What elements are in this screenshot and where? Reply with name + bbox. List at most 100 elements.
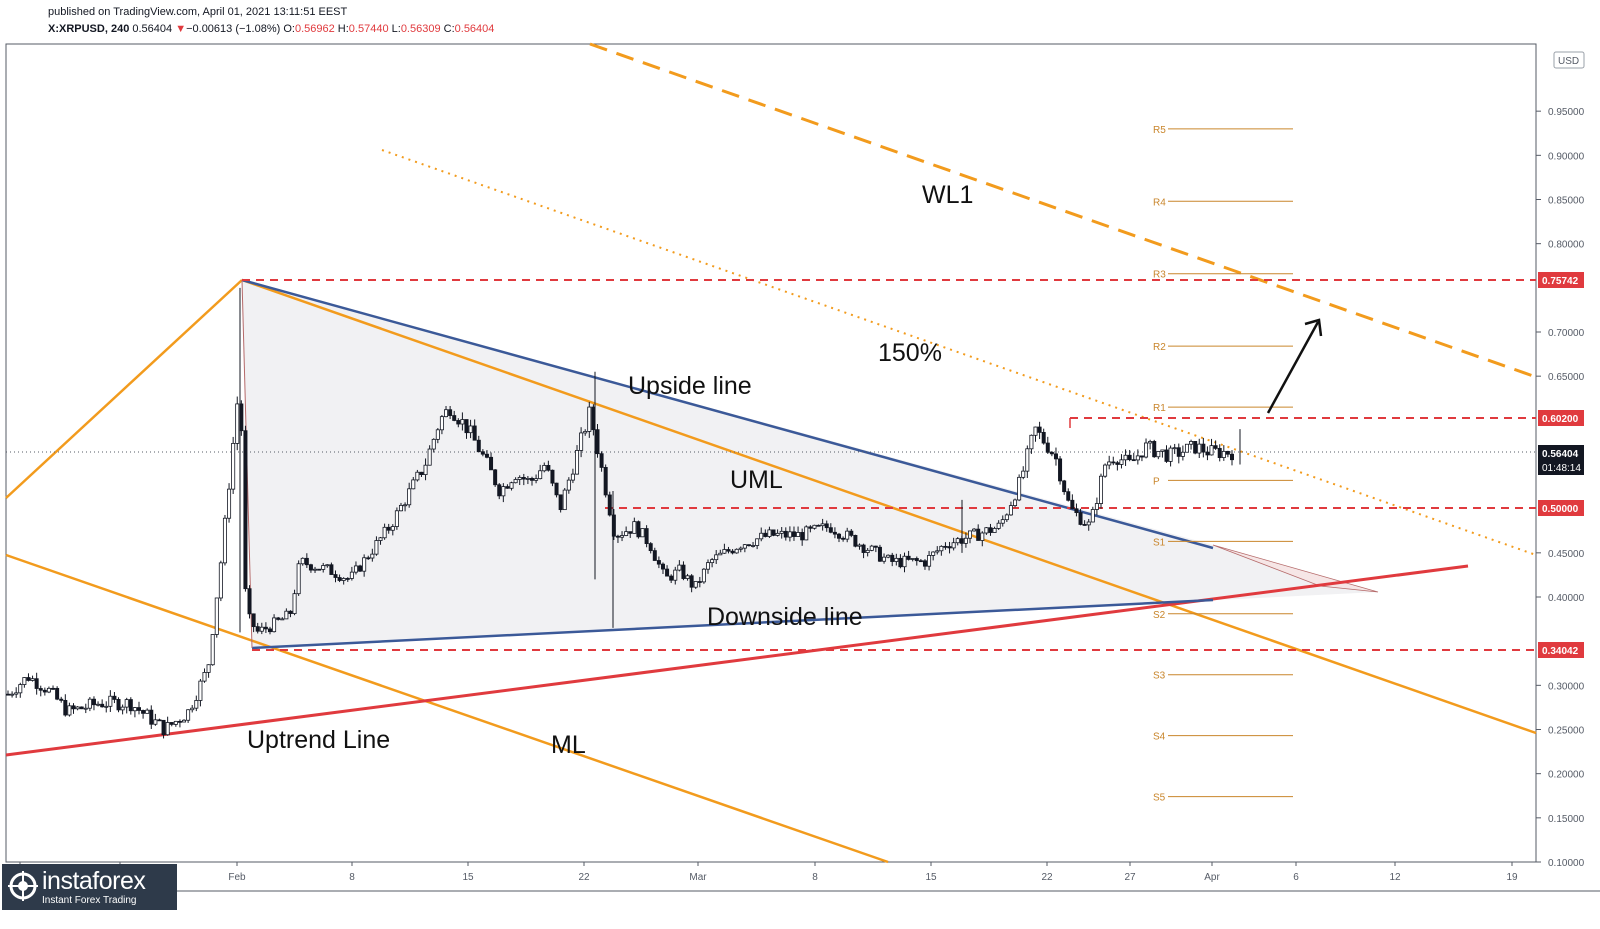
- downside-line: [251, 598, 1214, 650]
- open-label: O:: [283, 23, 295, 35]
- candle-body: [51, 687, 56, 690]
- x-tick-label: 22: [578, 872, 590, 883]
- candle-body: [42, 689, 47, 693]
- candle-body: [480, 451, 485, 455]
- badge-075742-text: 0.75742: [1542, 276, 1579, 287]
- candle-body: [505, 486, 510, 489]
- x-tick-label: 19: [1506, 872, 1518, 883]
- low-label: L:: [391, 23, 401, 35]
- candle-body: [1099, 475, 1104, 504]
- candle-body: [1131, 459, 1136, 462]
- currency-button-label[interactable]: USD: [1558, 56, 1579, 67]
- candle-body: [247, 588, 252, 615]
- candle-body: [75, 706, 80, 710]
- candle-body: [1090, 509, 1095, 523]
- uml-label: UML: [730, 466, 783, 494]
- candle-body: [497, 484, 502, 497]
- badge-countdown-text: 01:48:14: [1542, 463, 1581, 474]
- candle-body: [644, 528, 649, 545]
- y-tick-label: 0.95000: [1548, 107, 1585, 118]
- wl1-label: WL1: [922, 181, 973, 209]
- candle-body: [665, 568, 670, 577]
- candle-body: [906, 555, 911, 560]
- candle-body: [1037, 426, 1042, 433]
- candle-body: [575, 450, 580, 475]
- candle-body: [431, 438, 436, 450]
- candle-body: [63, 699, 68, 716]
- candle-body: [669, 575, 674, 581]
- candle-body: [681, 564, 686, 579]
- candle-body: [955, 538, 960, 544]
- candle-body: [501, 486, 506, 497]
- pct150-label: 150%: [878, 339, 942, 367]
- candle-body: [939, 545, 944, 552]
- candle-body: [824, 523, 829, 529]
- candle-body: [521, 477, 526, 480]
- x-tick-label: 6: [1293, 872, 1299, 883]
- candle-body: [484, 453, 489, 458]
- candle-body: [738, 547, 743, 550]
- candle-body: [427, 448, 432, 466]
- candle-body: [198, 680, 203, 701]
- candle-body: [808, 526, 813, 529]
- pivot-label: R1: [1153, 403, 1166, 414]
- candle-body: [718, 552, 723, 556]
- candle-body: [157, 719, 162, 722]
- candle-body: [1078, 512, 1083, 525]
- price-axis[interactable]: 0.95000 0.90000 0.85000 0.80000 0.70000 0.650…: [1536, 107, 1585, 869]
- y-tick-label: 0.80000: [1548, 240, 1585, 251]
- candle-body: [317, 568, 322, 571]
- candle-body: [701, 568, 706, 583]
- y-tick-label: 0.90000: [1548, 151, 1585, 162]
- x-tick-label: 15: [462, 872, 474, 883]
- candle-body: [1021, 470, 1026, 478]
- candle-body: [341, 578, 346, 581]
- y-tick-label: 0.25000: [1548, 726, 1585, 737]
- candle-body: [87, 698, 92, 709]
- candle-body: [566, 479, 571, 491]
- currency-button[interactable]: [1553, 51, 1585, 69]
- x-tick-label: Mar: [689, 872, 707, 883]
- candle-body: [161, 719, 166, 736]
- candle-body: [18, 684, 23, 694]
- candle-body: [1172, 447, 1177, 450]
- candle-body: [419, 471, 424, 475]
- last-price-label: 0.56404: [132, 23, 173, 35]
- candle-body: [853, 534, 858, 547]
- candle-body: [918, 560, 923, 563]
- y-tick-label: 0.65000: [1548, 372, 1585, 383]
- candle-body: [325, 564, 330, 567]
- candle-body: [910, 558, 915, 560]
- candle-body: [968, 530, 973, 539]
- candlestick-series: [6, 287, 1241, 739]
- candle-body: [1074, 508, 1079, 513]
- candle-body: [972, 528, 977, 532]
- candle-body: [1193, 441, 1198, 454]
- candle-body: [386, 526, 391, 531]
- candle-body: [452, 415, 457, 421]
- candle-body: [689, 575, 694, 588]
- ml-label: ML: [551, 731, 586, 759]
- wl1-line: [589, 42, 1537, 379]
- candle-body: [493, 469, 498, 486]
- candle-body: [992, 528, 997, 533]
- candle-body: [1049, 451, 1054, 455]
- low-value: 0.56309: [400, 23, 441, 35]
- candle-body: [276, 617, 281, 620]
- candle-body: [775, 532, 780, 536]
- time-axis[interactable]: 1925Feb81522Mar8152227Apr61219: [14, 862, 1518, 883]
- pivot-label: S5: [1153, 793, 1166, 804]
- downside-line-label: Downside line: [707, 603, 863, 631]
- candle-body: [398, 504, 403, 512]
- candle-body: [255, 626, 260, 632]
- candle-body: [1164, 449, 1169, 462]
- pivot-label: S1: [1153, 537, 1166, 548]
- candle-body: [562, 489, 567, 511]
- candle-body: [894, 557, 899, 562]
- y-tick-label: 0.85000: [1548, 196, 1585, 207]
- candle-body: [91, 698, 96, 706]
- candle-body: [624, 531, 629, 536]
- candle-body: [218, 562, 223, 599]
- candle-body: [280, 618, 285, 621]
